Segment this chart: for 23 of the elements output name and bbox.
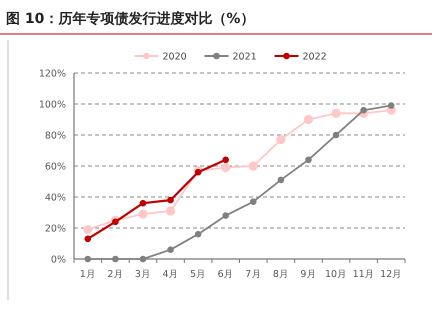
y-tick-label: 80%: [44, 130, 66, 142]
x-tick-label: 11月: [352, 269, 375, 280]
y-tick-label: 120%: [38, 68, 66, 80]
y-tick-label: 0%: [50, 254, 66, 266]
y-tick-label: 40%: [44, 192, 66, 204]
x-tick-label: 9月: [300, 269, 316, 280]
x-tick-label: 4月: [162, 269, 179, 280]
x-tick-label: 6月: [218, 269, 234, 280]
x-tick-label: 10月: [324, 269, 348, 280]
x-tick-label: 2月: [107, 269, 124, 280]
x-tick-label: 5月: [190, 269, 206, 280]
chart-title: 图 10：历年专项债发行进度对比（%）: [6, 10, 254, 27]
x-tick-label: 8月: [272, 269, 289, 280]
y-tick-label: 20%: [44, 224, 66, 234]
y-tick-label: 60%: [44, 162, 66, 172]
x-tick-label: 7月: [245, 269, 262, 280]
y-tick-label: 100%: [38, 100, 66, 110]
legend-label: 2022: [302, 52, 327, 62]
legend-label: 2020: [162, 52, 187, 62]
x-tick-label: 1月: [80, 269, 96, 280]
x-tick-label: 3月: [134, 269, 151, 280]
x-tick-label: 12月: [380, 269, 402, 280]
legend-label: 2021: [232, 52, 257, 62]
